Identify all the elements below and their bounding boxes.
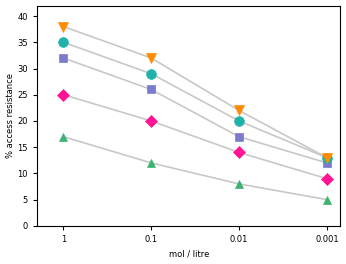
X-axis label: mol / litre: mol / litre: [169, 249, 209, 258]
Y-axis label: % access resistance: % access resistance: [6, 73, 15, 158]
